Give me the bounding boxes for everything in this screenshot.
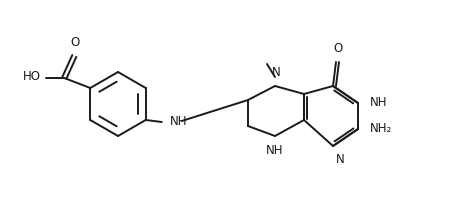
Text: NH: NH	[369, 97, 387, 109]
Text: HO: HO	[23, 71, 41, 83]
Text: N: N	[271, 66, 280, 79]
Text: O: O	[333, 42, 342, 55]
Text: NH: NH	[169, 115, 187, 129]
Text: NH₂: NH₂	[369, 123, 391, 135]
Text: N: N	[335, 153, 344, 166]
Text: O: O	[71, 36, 80, 49]
Text: NH: NH	[266, 144, 283, 157]
